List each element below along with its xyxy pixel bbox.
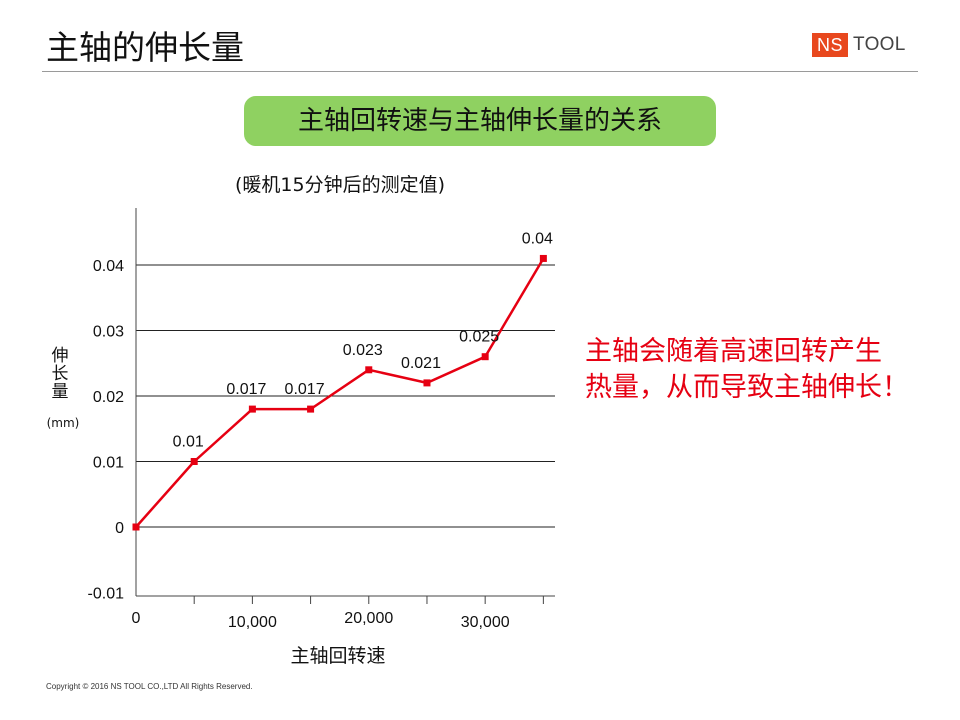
x-tick-label: 0 — [132, 610, 141, 627]
logo-tool-text: TOOL — [853, 34, 906, 55]
section-banner: 主轴回转速与主轴伸长量的关系 — [244, 96, 716, 146]
y-tick-label: 0.03 — [93, 324, 124, 341]
y-tick-label: 0.02 — [93, 389, 124, 406]
data-label: 0.017 — [226, 381, 266, 398]
data-label: 0.04 — [522, 230, 553, 247]
x-tick-label: 30,000 — [461, 614, 510, 631]
data-point — [539, 254, 547, 262]
data-label: 0.01 — [173, 434, 204, 451]
data-label: 0.025 — [459, 329, 499, 346]
x-tick-label: 20,000 — [344, 610, 393, 627]
y-axis-label-char: 长 — [52, 364, 69, 384]
data-point — [132, 523, 140, 531]
data-point — [248, 405, 256, 413]
series-line — [135, 257, 545, 528]
data-label: 0.017 — [285, 381, 325, 398]
explanation-note: 主轴会随着高速回转产生 热量，从而导致主轴伸长！ — [585, 334, 957, 406]
y-tick-label: 0.04 — [93, 258, 124, 275]
y-tick-label: 0.01 — [93, 455, 124, 472]
x-tick-label: 10,000 — [228, 614, 277, 631]
ns-tool-logo: NS TOOL — [812, 33, 906, 57]
x-axis-label: 主轴回转速 — [290, 645, 385, 667]
data-point — [423, 379, 431, 387]
data-point — [365, 366, 373, 374]
slide-title: 主轴的伸长量 — [46, 28, 244, 67]
data-label: 0.021 — [401, 355, 441, 372]
y-axis-unit: (mm) — [47, 416, 80, 430]
y-axis-label-char: 量 — [52, 382, 69, 402]
note-line-2: 热量，从而导致主轴伸长！ — [585, 372, 909, 403]
copyright-text: Copyright © 2016 NS TOOL CO.,LTD All Rig… — [46, 682, 253, 691]
data-point — [307, 405, 315, 413]
chart-subtitle: (暖机15分钟后的测定值) — [235, 174, 445, 196]
logo-ns-mark: NS — [812, 33, 849, 57]
data-point — [481, 353, 489, 361]
y-axis-label-char: 伸 — [52, 346, 69, 366]
title-divider — [42, 71, 918, 72]
data-point — [190, 458, 198, 465]
y-tick-label: 0 — [115, 520, 124, 537]
y-tick-label: -0.01 — [88, 586, 125, 603]
note-line-1: 主轴会随着高速回转产生 — [585, 336, 882, 367]
data-label: 0.023 — [343, 342, 383, 359]
